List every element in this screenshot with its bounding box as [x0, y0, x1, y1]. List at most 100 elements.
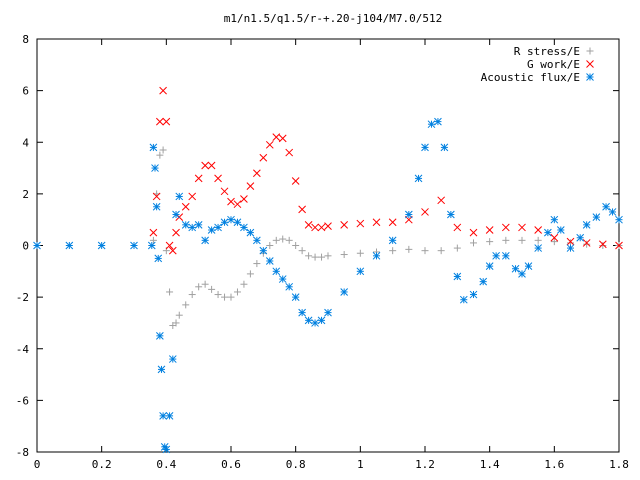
x-tick-label: 1	[357, 458, 364, 471]
data-point	[285, 236, 293, 244]
data-point	[201, 161, 209, 170]
data-point	[317, 223, 326, 232]
data-point	[175, 311, 183, 319]
data-point	[172, 319, 180, 327]
series-0	[149, 146, 623, 330]
data-point	[492, 251, 500, 260]
data-point	[453, 223, 462, 232]
data-point	[437, 247, 445, 255]
data-point	[208, 285, 216, 293]
data-point	[159, 146, 167, 154]
data-point	[298, 308, 306, 317]
data-point	[156, 151, 164, 159]
data-point	[340, 220, 349, 229]
data-point	[615, 215, 623, 224]
data-point	[227, 215, 235, 224]
data-point	[485, 262, 494, 271]
data-point	[265, 257, 274, 265]
data-point	[324, 252, 332, 260]
legend-label: Acoustic flux/E	[481, 71, 580, 84]
data-point	[233, 200, 242, 209]
data-point	[214, 174, 222, 183]
data-point	[534, 244, 543, 252]
data-point	[615, 241, 623, 250]
data-point	[524, 262, 533, 271]
data-point	[298, 247, 306, 255]
data-point	[592, 213, 601, 221]
data-point	[292, 242, 300, 249]
data-point	[285, 148, 294, 157]
y-tick-label: -6	[16, 394, 29, 407]
data-point	[421, 247, 429, 255]
data-point	[172, 210, 180, 219]
data-point	[566, 237, 575, 246]
data-point	[501, 251, 510, 260]
data-point	[156, 331, 164, 340]
data-point	[214, 291, 222, 299]
data-point	[421, 208, 429, 216]
data-point	[172, 228, 180, 237]
data-point	[453, 244, 461, 252]
data-point	[388, 218, 397, 227]
data-point	[166, 288, 174, 296]
plot-frame	[36, 38, 620, 453]
data-point	[266, 242, 274, 249]
data-point	[459, 295, 468, 304]
data-point	[272, 133, 281, 141]
x-tick-label: 0.2	[92, 458, 112, 471]
data-point	[233, 288, 241, 296]
data-point	[479, 277, 488, 286]
data-point	[253, 169, 261, 178]
data-point	[324, 308, 332, 317]
data-point	[427, 120, 436, 129]
data-point	[421, 143, 429, 152]
data-point	[181, 220, 190, 229]
data-point	[304, 220, 313, 229]
data-point	[434, 117, 442, 126]
data-point	[550, 215, 559, 224]
data-point	[278, 134, 287, 143]
data-point	[175, 192, 184, 201]
data-point	[437, 196, 446, 205]
data-point	[227, 293, 235, 301]
x-tick-label: 0.4	[156, 458, 176, 471]
data-point	[272, 236, 280, 244]
data-point	[201, 280, 209, 288]
data-point	[233, 218, 242, 227]
data-point	[151, 164, 159, 172]
data-point	[317, 316, 326, 325]
data-point	[194, 220, 203, 229]
legend-label: R stress/E	[514, 45, 580, 58]
data-point	[608, 208, 617, 216]
data-point	[162, 445, 171, 454]
data-point	[485, 226, 494, 234]
data-point	[65, 241, 74, 250]
data-point	[278, 275, 287, 283]
data-point	[188, 223, 197, 232]
data-point	[246, 270, 254, 278]
legend-marker	[586, 47, 594, 55]
data-point	[194, 174, 203, 183]
data-point	[311, 253, 319, 261]
data-point	[311, 223, 319, 232]
data-point	[544, 228, 552, 237]
y-tick-label: 6	[22, 85, 29, 98]
data-point	[149, 143, 158, 152]
data-point	[156, 117, 164, 126]
data-point	[440, 143, 449, 152]
data-point	[582, 220, 591, 229]
y-tick-label: -8	[16, 446, 29, 459]
data-point	[221, 293, 229, 301]
data-point	[599, 242, 607, 249]
data-point	[298, 205, 306, 214]
data-point	[259, 153, 268, 162]
data-point	[157, 365, 166, 374]
data-point	[227, 197, 235, 206]
data-point	[259, 246, 268, 255]
data-point	[253, 236, 261, 245]
data-point	[291, 293, 300, 301]
data-point	[181, 202, 190, 211]
data-point	[149, 228, 158, 237]
chart-title: m1/n1.5/q1.5/r-+.20-j104/M7.0/512	[224, 12, 443, 25]
data-point	[130, 241, 138, 250]
